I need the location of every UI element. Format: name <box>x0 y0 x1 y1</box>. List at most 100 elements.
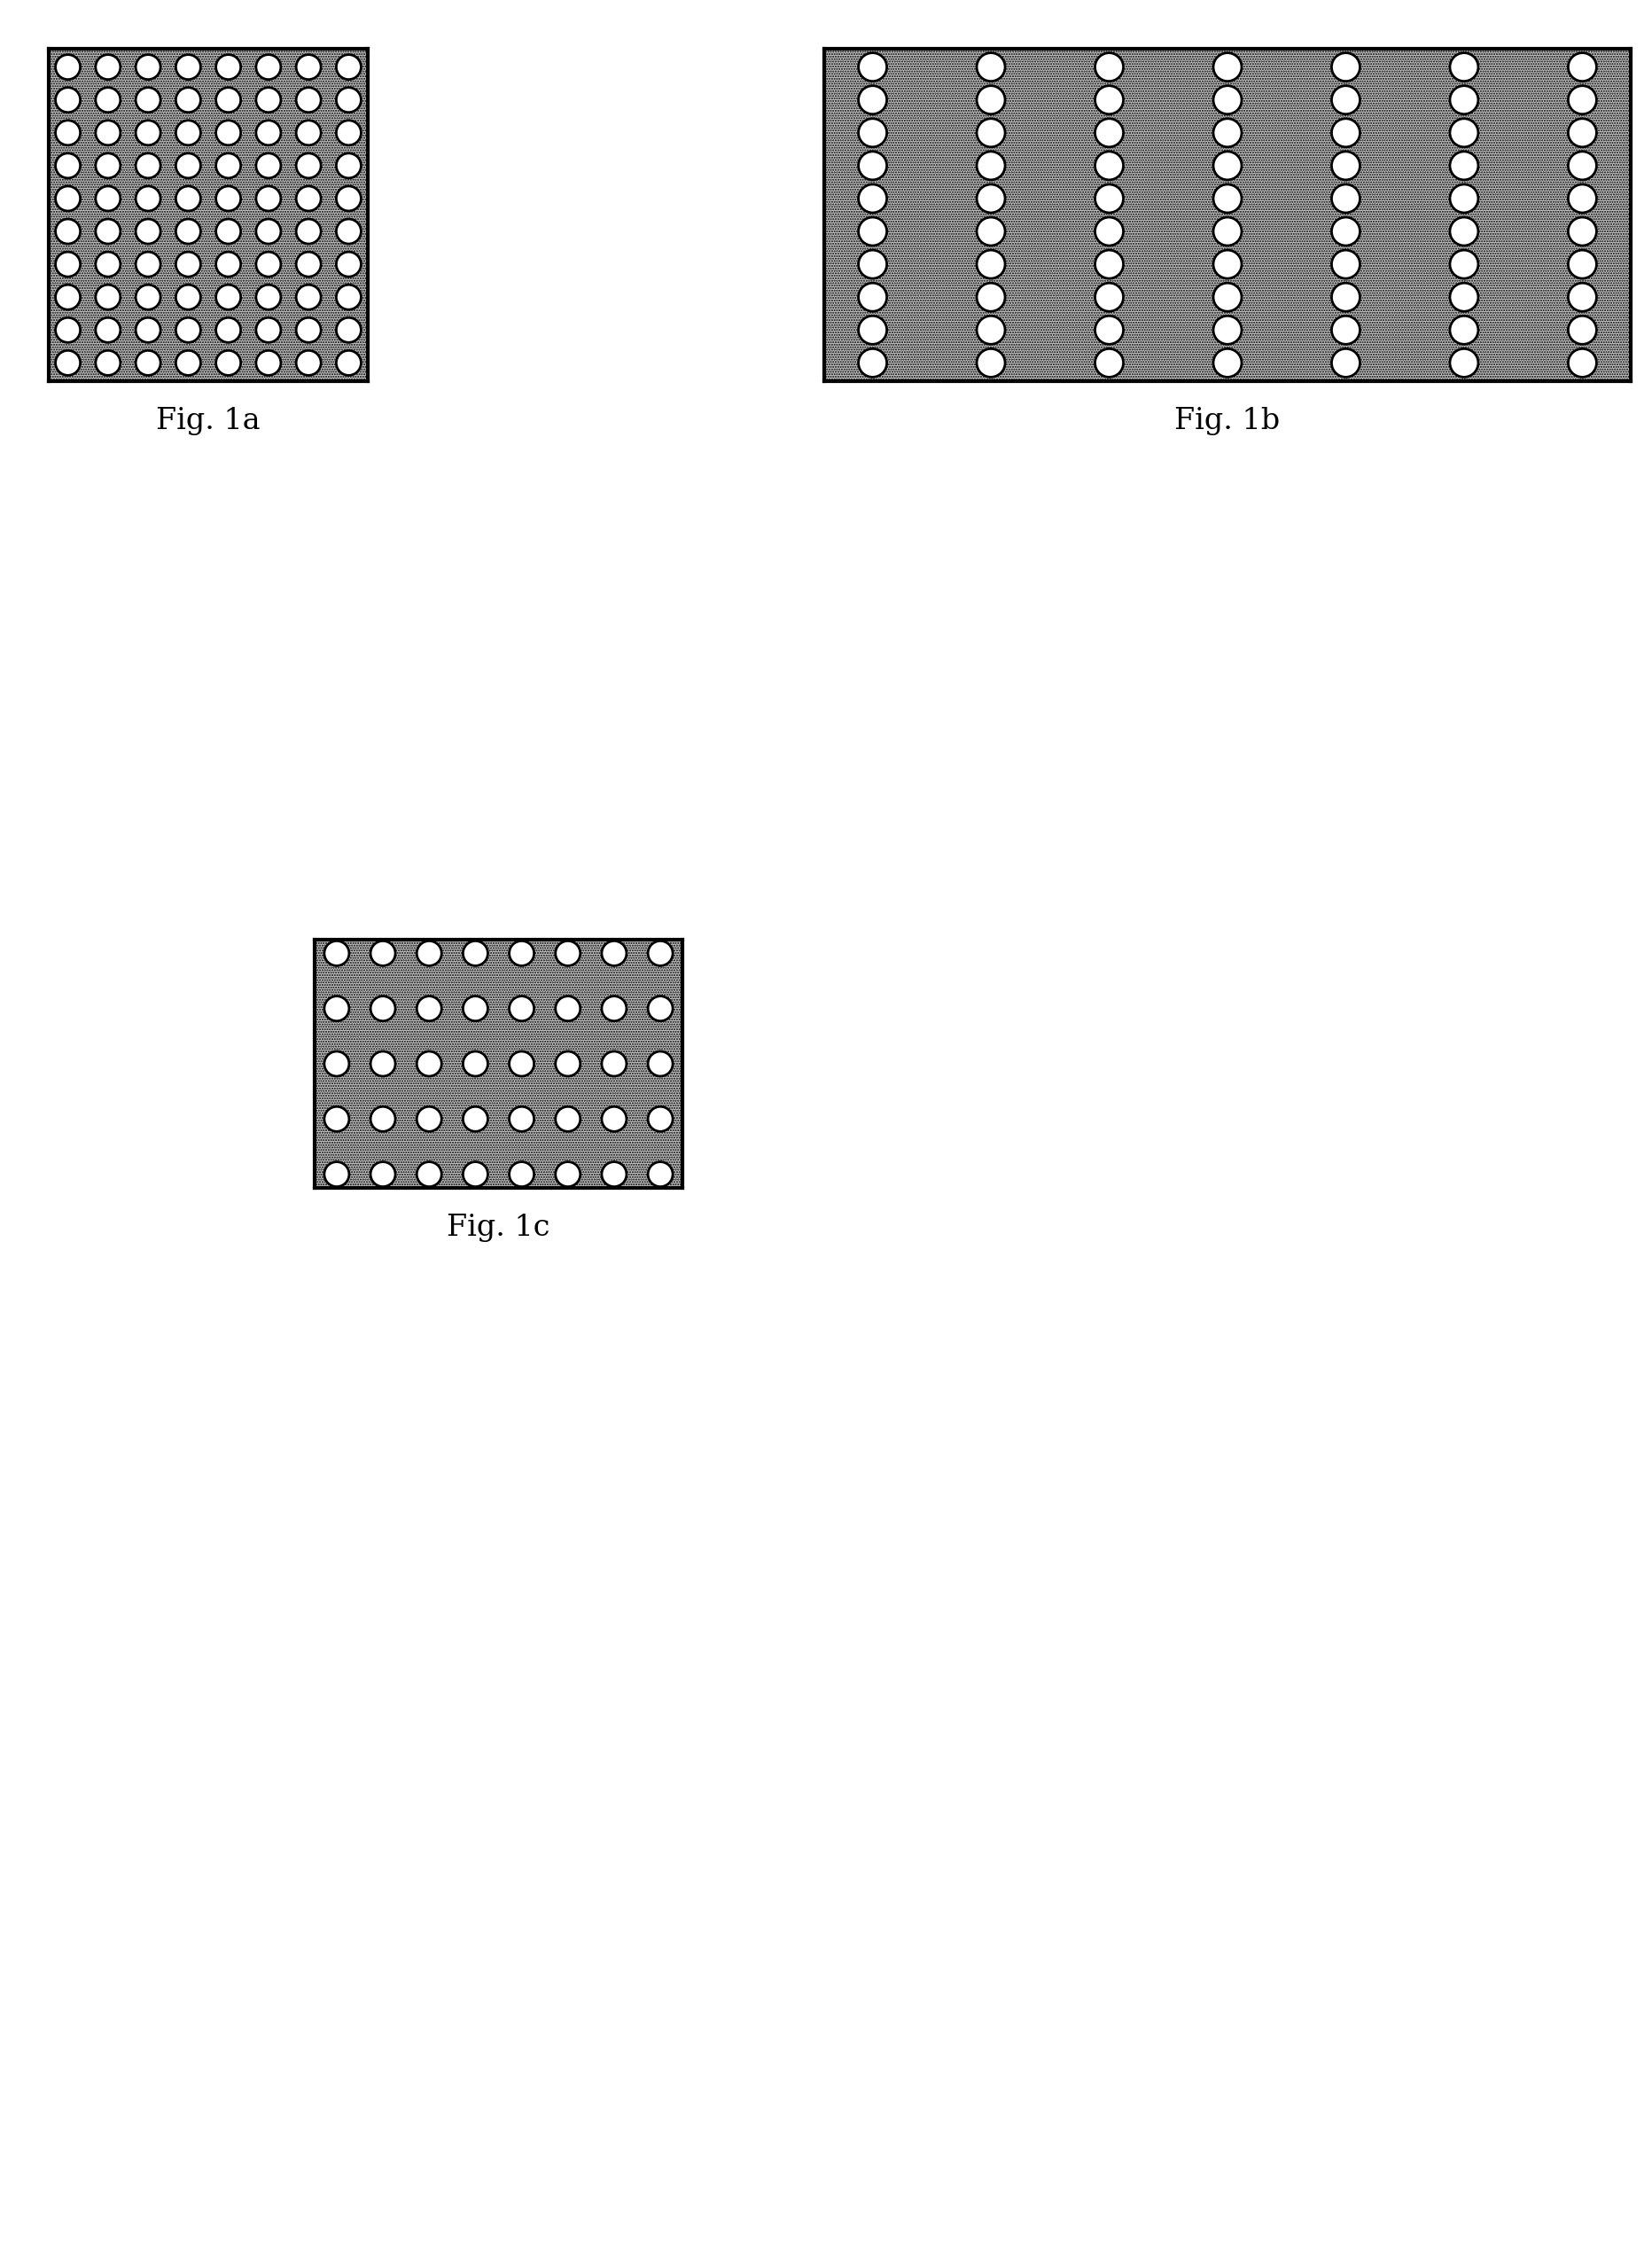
Circle shape <box>370 1162 395 1187</box>
Circle shape <box>135 185 160 210</box>
Circle shape <box>96 318 121 343</box>
Circle shape <box>1332 251 1360 278</box>
Circle shape <box>324 1162 349 1187</box>
Circle shape <box>324 1106 349 1131</box>
Circle shape <box>976 282 1004 311</box>
Circle shape <box>256 284 281 309</box>
Circle shape <box>509 1052 534 1077</box>
Circle shape <box>337 350 362 375</box>
Circle shape <box>175 318 200 343</box>
Circle shape <box>324 995 349 1020</box>
Circle shape <box>175 120 200 144</box>
Circle shape <box>216 350 241 375</box>
Circle shape <box>1095 316 1123 345</box>
Circle shape <box>509 1162 534 1187</box>
Circle shape <box>601 1052 626 1077</box>
Circle shape <box>216 253 241 278</box>
Circle shape <box>1332 52 1360 81</box>
Circle shape <box>1213 120 1242 147</box>
Circle shape <box>976 217 1004 246</box>
Circle shape <box>135 219 160 244</box>
Circle shape <box>859 316 887 345</box>
Circle shape <box>555 1052 580 1077</box>
Circle shape <box>976 350 1004 377</box>
Circle shape <box>1213 52 1242 81</box>
Circle shape <box>1095 350 1123 377</box>
Circle shape <box>1213 251 1242 278</box>
Circle shape <box>416 1052 441 1077</box>
Circle shape <box>648 1052 672 1077</box>
Circle shape <box>648 995 672 1020</box>
Circle shape <box>1568 282 1596 311</box>
Circle shape <box>256 350 281 375</box>
Circle shape <box>1332 350 1360 377</box>
Circle shape <box>337 219 362 244</box>
Circle shape <box>1095 151 1123 181</box>
Circle shape <box>601 1106 626 1131</box>
Circle shape <box>337 153 362 178</box>
Circle shape <box>96 284 121 309</box>
Circle shape <box>56 153 81 178</box>
Circle shape <box>175 54 200 79</box>
Circle shape <box>296 253 320 278</box>
Circle shape <box>96 88 121 113</box>
Circle shape <box>135 350 160 375</box>
Text: Fig. 1a: Fig. 1a <box>157 406 261 436</box>
Circle shape <box>1213 350 1242 377</box>
Circle shape <box>175 253 200 278</box>
Circle shape <box>296 54 320 79</box>
Circle shape <box>1332 120 1360 147</box>
Circle shape <box>256 88 281 113</box>
Circle shape <box>859 217 887 246</box>
Circle shape <box>859 120 887 147</box>
Circle shape <box>416 1106 441 1131</box>
Circle shape <box>1095 185 1123 212</box>
Circle shape <box>175 185 200 210</box>
Circle shape <box>337 54 362 79</box>
Circle shape <box>1095 217 1123 246</box>
Circle shape <box>416 941 441 966</box>
Circle shape <box>1332 151 1360 181</box>
Circle shape <box>135 120 160 144</box>
Circle shape <box>976 120 1004 147</box>
Circle shape <box>1095 120 1123 147</box>
Circle shape <box>1568 316 1596 345</box>
Circle shape <box>337 253 362 278</box>
Circle shape <box>216 153 241 178</box>
Text: Fig. 1b: Fig. 1b <box>1175 406 1280 436</box>
Circle shape <box>1332 316 1360 345</box>
Circle shape <box>463 1052 487 1077</box>
Circle shape <box>1568 151 1596 181</box>
Circle shape <box>1450 151 1479 181</box>
Circle shape <box>1568 86 1596 115</box>
Circle shape <box>1213 86 1242 115</box>
Circle shape <box>370 995 395 1020</box>
Circle shape <box>1332 282 1360 311</box>
Circle shape <box>509 941 534 966</box>
Circle shape <box>859 350 887 377</box>
Circle shape <box>1568 217 1596 246</box>
Circle shape <box>463 995 487 1020</box>
Circle shape <box>296 153 320 178</box>
Circle shape <box>1450 185 1479 212</box>
Circle shape <box>296 350 320 375</box>
Circle shape <box>859 151 887 181</box>
Circle shape <box>976 151 1004 181</box>
Circle shape <box>216 88 241 113</box>
Circle shape <box>337 318 362 343</box>
Circle shape <box>56 350 81 375</box>
Circle shape <box>1095 282 1123 311</box>
Circle shape <box>135 88 160 113</box>
Circle shape <box>859 86 887 115</box>
Circle shape <box>96 153 121 178</box>
Circle shape <box>216 54 241 79</box>
Circle shape <box>370 941 395 966</box>
Circle shape <box>1213 185 1242 212</box>
Circle shape <box>135 253 160 278</box>
Circle shape <box>256 120 281 144</box>
Circle shape <box>555 1106 580 1131</box>
Circle shape <box>1332 86 1360 115</box>
Circle shape <box>337 120 362 144</box>
Circle shape <box>859 52 887 81</box>
Circle shape <box>1332 217 1360 246</box>
